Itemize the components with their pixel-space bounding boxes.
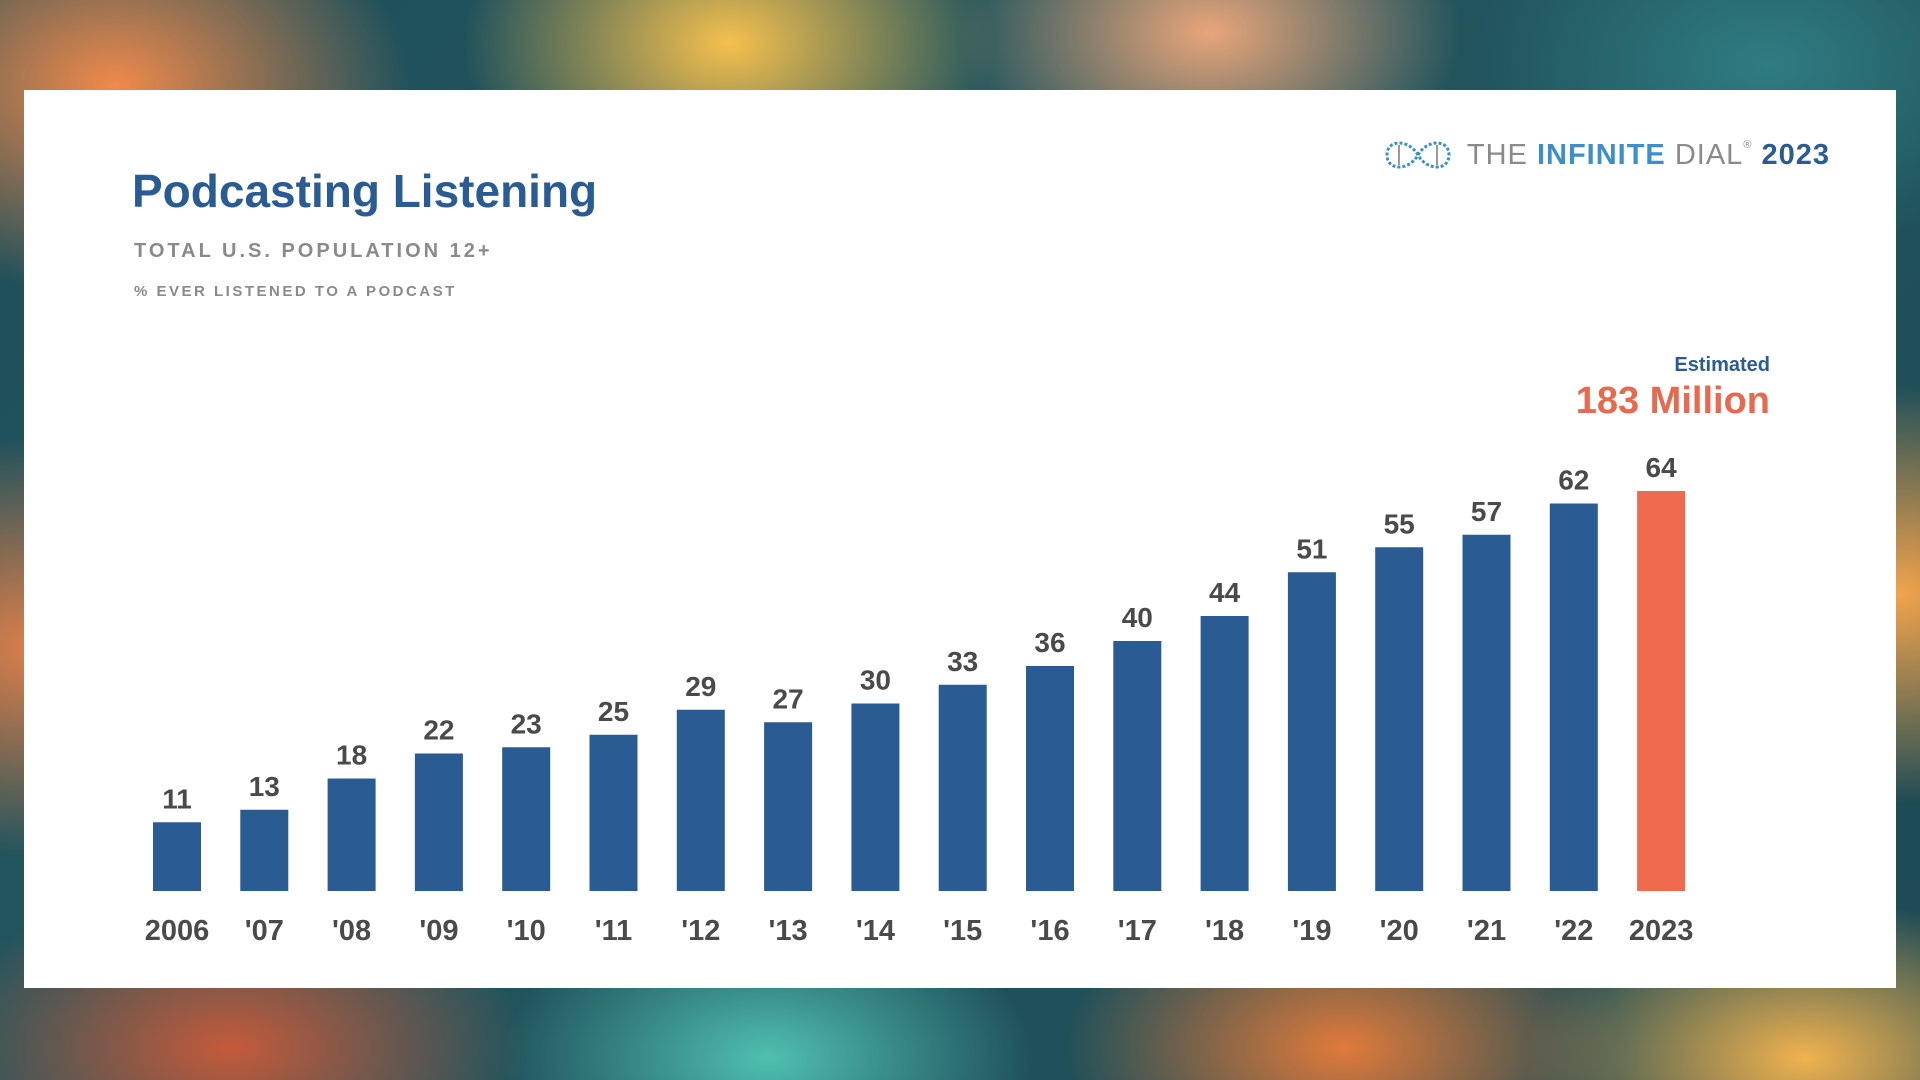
bar-'11 [589,734,638,891]
x-tick-label: '14 [856,915,895,947]
bar-'09 [414,753,463,891]
bar-'07 [240,809,289,891]
data-label: 11 [162,783,192,814]
data-label: 30 [860,665,891,696]
bar-'15 [938,684,987,891]
data-label: 13 [249,771,280,802]
data-label: 23 [511,708,542,739]
x-tick-label: '12 [681,915,720,947]
brand-year: 2023 [1761,138,1830,171]
bar-'20 [1375,547,1424,891]
data-label: 33 [947,646,978,677]
estimate-value: 183 Million [1575,380,1770,422]
data-label: 22 [423,715,454,746]
bar-'21 [1462,534,1511,891]
bar-'08 [327,778,376,891]
x-tick-label: '08 [332,915,371,947]
x-tick-label: '15 [943,915,982,947]
slide-card: Podcasting Listening TOTAL U.S. POPULATI… [24,90,1896,988]
bar-'19 [1287,572,1336,891]
estimate-label: Estimated [1674,354,1770,376]
chart-subtitle: TOTAL U.S. POPULATION 12+ [134,240,493,262]
data-label: 55 [1384,508,1415,539]
bar-'13 [764,722,813,891]
chart-measure-label: % EVER LISTENED TO A PODCAST [134,283,457,300]
data-label: 44 [1209,577,1241,608]
bar-'18 [1200,616,1249,891]
x-tick-label: '11 [595,915,633,947]
data-label: 40 [1122,602,1153,633]
bar-'12 [676,709,725,891]
bar-'14 [851,703,900,891]
bar-'10 [502,747,551,891]
data-label: 51 [1296,533,1327,564]
bar-'22 [1549,503,1598,891]
brand-prefix: THE [1466,138,1537,171]
data-label: 36 [1034,627,1065,658]
chart-title: Podcasting Listening [132,165,598,217]
bar-2006 [153,822,201,891]
x-tick-label: '19 [1292,915,1331,947]
brand-name: THE INFINITE DIAL® 2023 [1467,139,1830,172]
data-label: 25 [598,696,629,727]
data-label: 57 [1471,496,1502,527]
x-tick-label: '20 [1380,915,1419,947]
data-label: 29 [685,671,716,702]
x-tick-label: '18 [1205,915,1244,947]
x-tick-label: '13 [769,915,808,947]
brand-registered-mark: ® [1743,138,1753,151]
x-tick-label: '09 [419,915,458,947]
x-tick-label: '10 [507,915,546,947]
x-tick-label: '16 [1030,915,1069,947]
bar-chart: 11 2006 13 '07 18 '08 22 '09 23 '10 25 '11 29 '12 27 '1… [145,452,1694,947]
data-label: 64 [1646,452,1678,483]
data-label: 27 [773,683,804,714]
infinity-logo-icon [1385,141,1451,169]
data-label: 62 [1558,465,1589,496]
x-tick-label: '07 [245,915,284,947]
brand-middle: DIAL [1665,138,1744,171]
x-tick-label: 2006 [145,915,210,947]
bar-2023 [1637,491,1686,891]
brand-logo-lockup: THE INFINITE DIAL® 2023 [1379,130,1830,180]
x-tick-label: '17 [1118,915,1157,947]
brand-highlight: INFINITE [1536,138,1666,171]
bar-'17 [1113,641,1162,891]
data-label: 18 [336,740,367,771]
x-tick-label: 2023 [1629,915,1694,947]
x-tick-label: '21 [1467,915,1506,947]
bar-'16 [1026,666,1074,891]
x-tick-label: '22 [1554,915,1593,947]
